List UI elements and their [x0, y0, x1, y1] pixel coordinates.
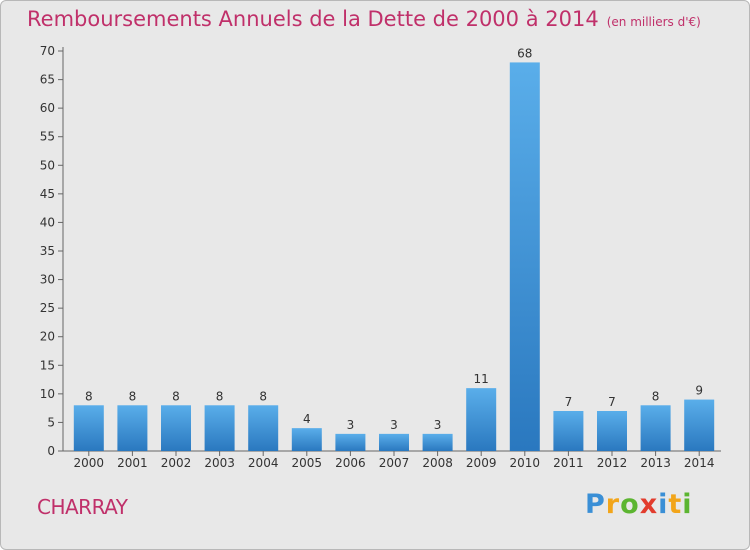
- y-tick-label: 5: [47, 415, 55, 429]
- y-tick-label: 60: [40, 101, 55, 115]
- x-tick-label: 2009: [466, 456, 497, 470]
- bar-value-label: 8: [85, 389, 93, 403]
- x-tick-label: 2011: [553, 456, 584, 470]
- bar-value-label: 8: [652, 389, 660, 403]
- y-tick-label: 40: [40, 215, 55, 229]
- bar-value-label: 9: [695, 384, 703, 398]
- x-tick-label: 2004: [248, 456, 279, 470]
- bars: 8 8 8 8 8 4 3 3 3 11 68 7 7 8 9: [73, 46, 715, 452]
- commune-name: CHARRAY: [37, 495, 128, 519]
- bar-value-label: 3: [434, 418, 442, 432]
- bar: [73, 405, 104, 451]
- bar: [466, 388, 497, 451]
- bar: [509, 62, 540, 452]
- x-axis-ticks: 2000 2001 2002 2003 2004 2005 2006 2007 2008 2009…: [74, 451, 715, 470]
- logo-letter: i: [682, 489, 693, 520]
- y-tick-label: 20: [40, 330, 55, 344]
- x-tick-label: 2007: [379, 456, 410, 470]
- logo-letter: x: [639, 489, 659, 520]
- logo-letter: i: [658, 489, 669, 520]
- bar: [640, 405, 671, 451]
- bar: [117, 405, 148, 451]
- x-tick-label: 2012: [597, 456, 628, 470]
- y-tick-label: 0: [47, 444, 55, 458]
- chart-title-text: Remboursements Annuels de la Dette de 20…: [27, 7, 599, 31]
- x-tick-label: 2014: [684, 456, 715, 470]
- bar-value-label: 11: [474, 372, 489, 386]
- x-tick-label: 2003: [204, 456, 235, 470]
- y-tick-label: 65: [40, 73, 55, 87]
- chart-axes: [62, 47, 721, 452]
- x-tick-label: 2010: [510, 456, 541, 470]
- bar: [161, 405, 191, 451]
- bar-value-label: 8: [129, 389, 137, 403]
- x-tick-label: 2001: [117, 456, 148, 470]
- proxiti-logo[interactable]: Proxiti: [585, 489, 693, 520]
- x-tick-label: 2006: [335, 456, 366, 470]
- y-tick-label: 55: [40, 130, 55, 144]
- chart-title: Remboursements Annuels de la Dette de 20…: [27, 7, 701, 31]
- y-tick-label: 10: [40, 387, 55, 401]
- y-tick-label: 35: [40, 244, 55, 258]
- y-tick-label: 70: [40, 44, 55, 58]
- bar-value-label: 7: [565, 395, 573, 409]
- logo-letter: P: [585, 489, 606, 520]
- bar: [379, 433, 409, 451]
- bar: [597, 411, 627, 451]
- bar-value-label: 8: [259, 389, 267, 403]
- x-tick-label: 2002: [161, 456, 192, 470]
- y-tick-label: 25: [40, 301, 55, 315]
- chart-unit: (en milliers d'€): [606, 15, 701, 29]
- y-tick-label: 50: [40, 158, 55, 172]
- bar-value-label: 4: [303, 412, 311, 426]
- logo-letter: t: [668, 489, 683, 520]
- bar-value-label: 8: [216, 389, 224, 403]
- y-tick-label: 15: [40, 358, 55, 372]
- bar: [291, 428, 322, 451]
- bar: [553, 411, 584, 451]
- logo-letter: o: [620, 489, 640, 520]
- y-tick-label: 45: [40, 187, 55, 201]
- logo-letter: r: [605, 489, 621, 520]
- bar-value-label: 7: [608, 395, 616, 409]
- x-tick-label: 2005: [292, 456, 323, 470]
- bar: [684, 399, 715, 451]
- x-tick-label: 2013: [640, 456, 671, 470]
- bar-value-label: 3: [390, 418, 398, 432]
- bar: [422, 433, 453, 451]
- bar-value-label: 68: [517, 46, 532, 60]
- y-axis-ticks: 0 5 10 15 20 25 30 35 40 45 50 55 60 65 70: [40, 44, 63, 458]
- bar: [204, 405, 235, 451]
- x-tick-label: 2000: [74, 456, 105, 470]
- bar-value-label: 3: [347, 418, 355, 432]
- bar-value-label: 8: [172, 389, 180, 403]
- x-tick-label: 2008: [422, 456, 453, 470]
- bar: [335, 433, 366, 451]
- bar: [248, 405, 279, 451]
- y-tick-label: 30: [40, 273, 55, 287]
